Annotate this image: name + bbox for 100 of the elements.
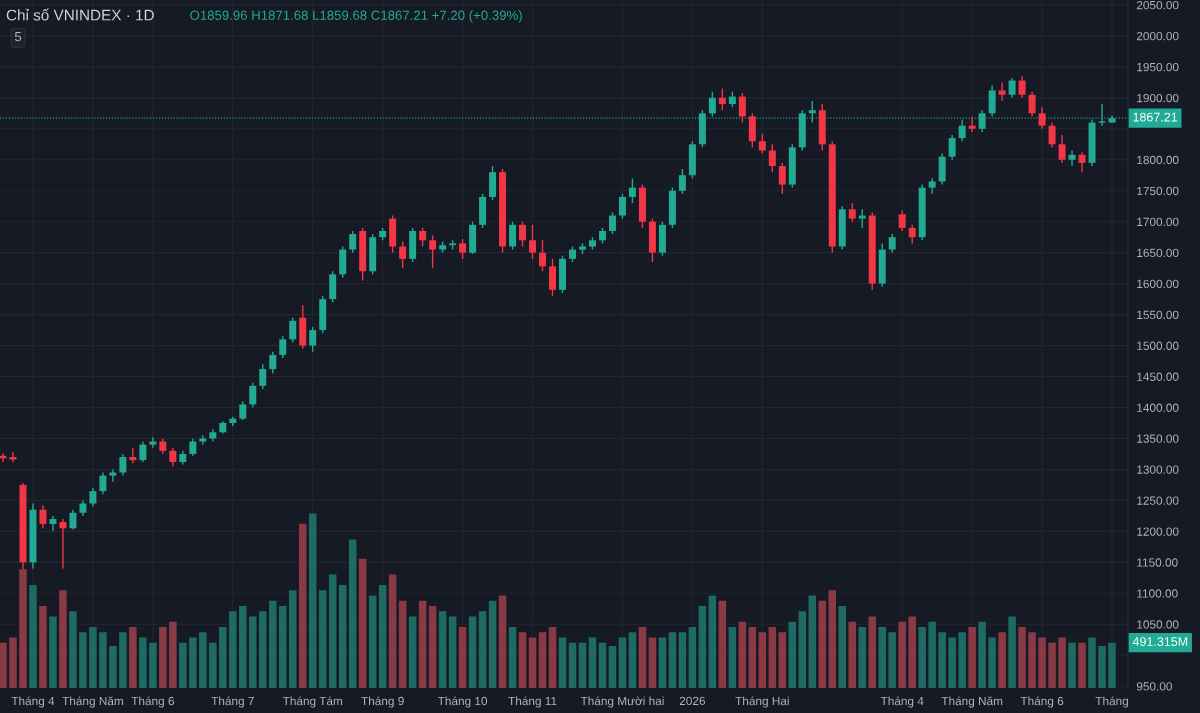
x-tick-label: Tháng 9 [361, 696, 404, 708]
bar [209, 642, 217, 689]
annotation: 5 [14, 32, 22, 42]
bar [358, 558, 367, 689]
candlestick [269, 351, 277, 375]
x-tick-label: 2026 [679, 696, 705, 706]
candlestick [888, 233, 896, 254]
x-tick-label: Tháng 4 [880, 696, 924, 708]
bar [1098, 646, 1106, 689]
bar [119, 632, 127, 689]
y-tick-label: 1600.00 [1137, 279, 1179, 289]
bar [778, 632, 787, 689]
candlestick [119, 453, 127, 477]
bar [29, 584, 37, 689]
candlestick [758, 133, 766, 155]
bar [219, 626, 227, 689]
y-tick-label: 1650.00 [1137, 248, 1179, 258]
bar [788, 621, 797, 689]
bar [568, 642, 577, 689]
candlestick [239, 400, 247, 421]
bar [968, 626, 976, 689]
bar [478, 611, 487, 689]
y-tick-label: 1700.00 [1137, 217, 1179, 227]
y-tick-label: 1400.00 [1137, 403, 1179, 412]
bar [1078, 642, 1086, 689]
bar [948, 637, 956, 689]
bar [418, 600, 427, 689]
bar [608, 646, 617, 689]
bar [488, 600, 497, 689]
bar [1028, 632, 1036, 689]
candlestick [1008, 77, 1016, 99]
bar [838, 605, 846, 689]
ref-line-label: 1867.21 [1133, 112, 1178, 122]
bar [199, 632, 207, 689]
candlestick [628, 177, 636, 204]
candlestick [349, 230, 357, 254]
candlestick [429, 234, 437, 269]
bar [598, 642, 607, 689]
bar [308, 513, 317, 689]
bar [189, 637, 197, 689]
bar [748, 626, 757, 689]
y-tick-label: 1150.00 [1137, 558, 1178, 567]
y-tick-label: 1300.00 [1137, 465, 1179, 474]
bar [758, 632, 767, 689]
bar [548, 626, 557, 689]
bar [159, 626, 167, 689]
bar [49, 616, 57, 689]
bar [338, 584, 347, 689]
bar [348, 539, 357, 689]
candlestick [279, 335, 287, 359]
bar [179, 642, 187, 689]
candlestick [898, 209, 906, 232]
x-tick-label: Tháng 10 [437, 696, 488, 708]
bar [169, 621, 177, 689]
candlestick [1048, 121, 1056, 149]
x-tick-label: Tháng Hai [735, 696, 789, 708]
candlestick [249, 382, 257, 409]
bar [298, 523, 307, 689]
y-tick-label: 1100.00 [1137, 589, 1178, 598]
bar [648, 637, 657, 689]
candlestick [399, 240, 407, 269]
candlestick [509, 221, 517, 251]
bar [328, 574, 337, 689]
candlestick [529, 224, 537, 260]
bar [19, 569, 27, 689]
bar [958, 632, 966, 689]
bar [318, 590, 327, 689]
bar [868, 616, 876, 689]
bar [229, 611, 237, 689]
candlestick [1018, 75, 1026, 99]
candlestick [998, 81, 1006, 102]
bar [988, 637, 996, 689]
candlestick [618, 193, 626, 220]
x-tick-label: Tháng 6 [131, 696, 175, 708]
bar [1068, 642, 1076, 689]
candlestick [858, 208, 866, 229]
y-tick-label: 1350.00 [1137, 434, 1179, 443]
candlestick [149, 436, 157, 449]
bar [368, 595, 377, 689]
candlestick [1068, 149, 1076, 167]
bar [1088, 637, 1096, 689]
candlestick [678, 168, 686, 195]
bar [678, 632, 687, 689]
bar [848, 621, 856, 689]
bar [498, 595, 507, 689]
bar [528, 637, 537, 689]
candlestick [59, 518, 67, 570]
bar [408, 616, 417, 689]
candlestick [778, 162, 786, 195]
candlestick [1058, 134, 1066, 164]
bar [99, 632, 107, 689]
candlestick [139, 440, 147, 463]
bar [708, 595, 717, 689]
bar [698, 605, 707, 689]
candlestick [99, 471, 107, 495]
bar [129, 626, 137, 689]
candlestick [89, 487, 97, 508]
bar [89, 626, 97, 689]
x-tick-label: Tháng Năm [62, 696, 123, 708]
candlestick [848, 202, 856, 223]
